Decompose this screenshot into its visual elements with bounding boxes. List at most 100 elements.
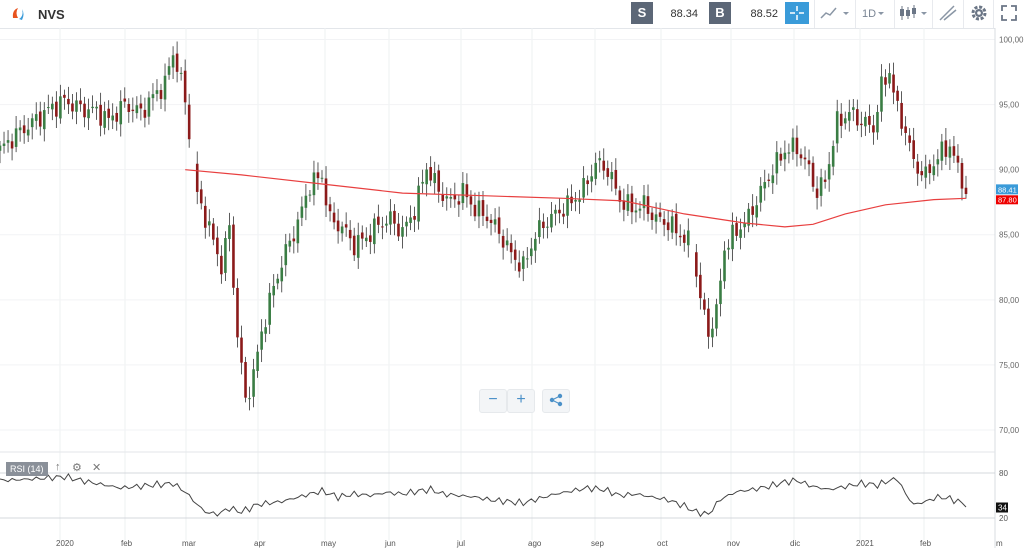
sell-button[interactable]: S [631, 2, 653, 24]
candle [831, 140, 835, 176]
candle [699, 262, 702, 310]
candle [47, 94, 50, 115]
candle [916, 153, 919, 186]
candle [554, 204, 557, 226]
candle [590, 164, 593, 193]
move-up-icon[interactable]: ↑ [55, 461, 61, 473]
candle [83, 96, 86, 128]
candle [847, 99, 851, 132]
candle [99, 92, 102, 137]
draw-tools-button[interactable] [936, 2, 960, 24]
candle [682, 229, 686, 252]
fullscreen-button[interactable] [998, 2, 1020, 24]
candle [630, 185, 634, 225]
candle [711, 317, 714, 348]
candle [328, 196, 332, 222]
crosshair-button[interactable] [785, 2, 809, 24]
zoom-in-button[interactable]: + [507, 389, 535, 413]
candle [6, 130, 10, 153]
chart-type-dropdown[interactable] [818, 2, 852, 24]
zoom-out-button[interactable]: − [479, 389, 507, 413]
candle [481, 191, 485, 227]
candle [872, 114, 875, 145]
candle [695, 244, 698, 288]
candle [224, 231, 227, 281]
candle [260, 319, 263, 363]
settings-button[interactable] [968, 2, 990, 24]
candle [932, 154, 936, 181]
candle [155, 79, 159, 102]
candle [779, 147, 783, 166]
candle [634, 198, 638, 223]
candle [79, 88, 82, 112]
candle [115, 106, 119, 131]
candle [417, 177, 420, 230]
candle [369, 223, 372, 255]
candle [38, 101, 42, 136]
candle [586, 175, 589, 196]
candle [252, 358, 255, 408]
candle [787, 143, 791, 164]
candle [473, 192, 477, 222]
candle [42, 102, 46, 142]
candle [135, 96, 139, 119]
buy-button[interactable]: B [709, 2, 731, 24]
candles-icon [900, 5, 927, 20]
candle [244, 356, 247, 403]
candle [292, 226, 296, 254]
candle [646, 184, 650, 222]
rsi-tick-label: 80 [999, 469, 1008, 478]
candle [936, 149, 940, 177]
candle [678, 224, 682, 247]
x-tick-label: nov [727, 539, 740, 548]
interval-label: 1D [862, 8, 877, 20]
candle [401, 215, 404, 249]
x-tick-label: feb [920, 539, 932, 548]
candle [59, 84, 62, 124]
candle [582, 166, 585, 203]
candle [91, 95, 94, 114]
candle [111, 103, 114, 130]
y-tick-label: 95,00 [999, 101, 1020, 110]
y-tick-label: 90,00 [999, 166, 1020, 175]
candle [397, 213, 400, 242]
candle [232, 216, 235, 296]
candle [324, 166, 328, 218]
candle [843, 111, 847, 130]
candle [163, 63, 167, 112]
candle [151, 83, 155, 111]
candle [505, 228, 509, 251]
candle [147, 91, 151, 125]
candle [203, 196, 207, 239]
fullscreen-icon [1001, 5, 1017, 21]
x-tick-label: 2020 [56, 539, 74, 548]
candle [904, 116, 907, 146]
candle [513, 240, 517, 271]
candle [208, 209, 211, 237]
candle [864, 111, 867, 136]
candle [127, 98, 131, 123]
candle [34, 102, 38, 130]
candle [30, 113, 34, 140]
candle [14, 116, 18, 153]
rsi-settings-icon[interactable]: ⚙ [72, 462, 82, 474]
candle [22, 115, 26, 144]
close-icon[interactable]: ✕ [92, 462, 102, 474]
candle [489, 214, 493, 236]
interval-dropdown[interactable]: 1D [858, 2, 892, 24]
candles-dropdown[interactable] [896, 2, 930, 24]
candle [835, 99, 839, 153]
candle [558, 198, 561, 224]
share-button[interactable] [542, 389, 570, 413]
candle [606, 160, 610, 186]
candle [783, 140, 787, 172]
candle [248, 386, 251, 411]
candle [574, 192, 577, 212]
candle [743, 212, 746, 238]
rsi-tick-label: 20 [999, 514, 1008, 523]
rsi-value-tag-text: 34 [998, 504, 1007, 513]
candle [497, 206, 501, 244]
candle [948, 139, 952, 170]
candle [284, 233, 288, 277]
